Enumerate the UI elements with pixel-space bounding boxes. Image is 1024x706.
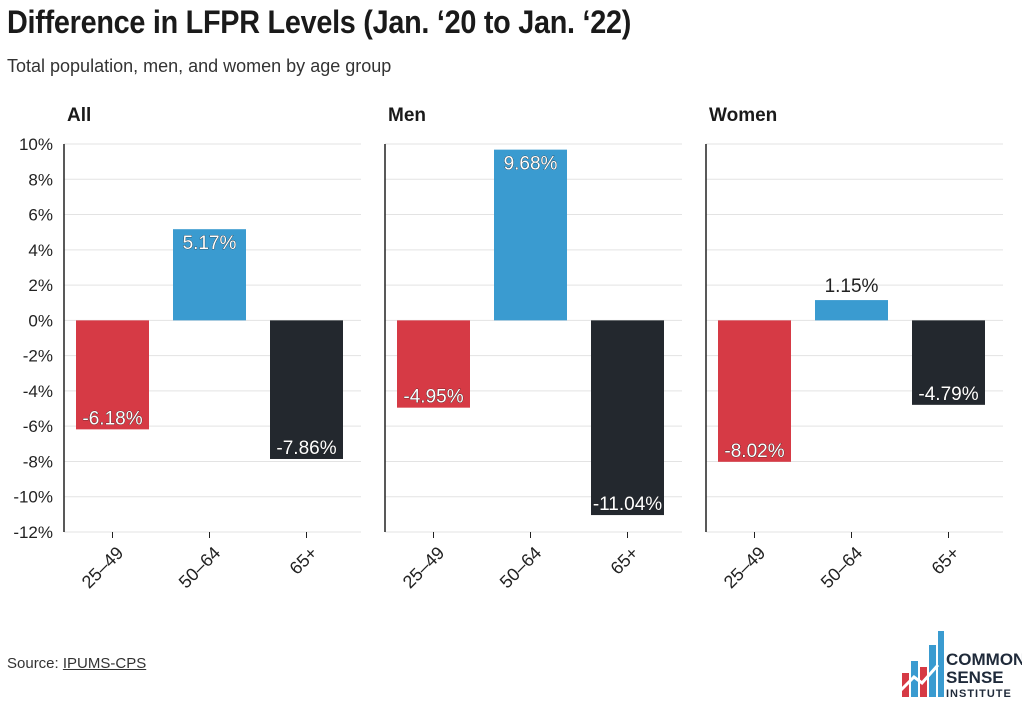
x-tick-label: 65+: [928, 543, 964, 579]
y-tick-label: -2%: [23, 347, 53, 366]
y-tick-label: 10%: [19, 135, 53, 154]
chart-subtitle: Total population, men, and women by age …: [7, 56, 392, 76]
bar-2-1: [815, 300, 888, 321]
y-tick-label: 4%: [28, 241, 53, 260]
bar-0-0: [76, 320, 149, 430]
bar-1-1: [494, 149, 567, 321]
panel-title-women: Women: [709, 105, 777, 126]
source-link[interactable]: IPUMS-CPS: [62, 655, 147, 672]
source-label: Source:: [7, 655, 63, 672]
y-tick-label: -10%: [13, 488, 53, 507]
y-tick-label: -4%: [23, 382, 53, 401]
bar-chart-panels: 10% 8% 6% 4% 2% 0% -2% -4% -6% -8% -10% -12% All -6.1…: [13, 105, 1003, 593]
y-tick-label: 6%: [28, 206, 53, 225]
x-tick-label: 50–64: [175, 543, 225, 593]
data-label: 5.17%: [183, 233, 237, 254]
y-tick-label: 8%: [28, 170, 53, 189]
bar-1-0: [397, 320, 470, 408]
bar-2-2: [912, 320, 985, 405]
data-label: -6.18%: [82, 408, 142, 429]
data-label: 9.68%: [504, 154, 558, 175]
data-label: -4.79%: [918, 384, 978, 405]
bar-1-2: [591, 320, 664, 516]
x-tick-label: 50–64: [496, 543, 546, 593]
logo-line-2: SENSE: [946, 668, 1004, 687]
x-tick-label: 65+: [607, 543, 643, 579]
y-tick-label: -12%: [13, 523, 53, 542]
panel-title-men: Men: [388, 105, 426, 126]
panel-title-all: All: [67, 105, 91, 126]
bar-0-1: [173, 229, 246, 321]
bar-0-2: [270, 320, 343, 459]
y-tick-label: 2%: [28, 276, 53, 295]
x-tick-label: 65+: [286, 543, 322, 579]
x-tick-label: 25–49: [78, 543, 128, 593]
y-tick-label: -8%: [23, 452, 53, 471]
data-label: -4.95%: [403, 387, 463, 408]
data-label: -8.02%: [724, 441, 784, 462]
x-tick-label: 25–49: [399, 543, 449, 593]
source-note: Source: IPUMS-CPS: [7, 655, 146, 672]
logo-arrow-icon: [898, 664, 940, 693]
y-tick-label: 0%: [28, 311, 53, 330]
logo-line-3: INSTITUTE: [946, 688, 1012, 700]
logo-bar-5: [938, 631, 944, 697]
data-label: -7.86%: [276, 438, 336, 459]
data-label: -11.04%: [593, 494, 662, 515]
x-tick-label: 25–49: [720, 543, 770, 593]
chart-title: Difference in LFPR Levels (Jan. ‘20 to J…: [7, 4, 632, 40]
logo-line-1: COMMON: [946, 650, 1022, 669]
common-sense-institute-logo: COMMON SENSE INSTITUTE: [898, 631, 1022, 700]
x-tick-label: 50–64: [817, 543, 867, 593]
y-tick-label: -6%: [23, 417, 53, 436]
data-label: 1.15%: [825, 276, 879, 297]
bar-2-0: [718, 320, 791, 462]
